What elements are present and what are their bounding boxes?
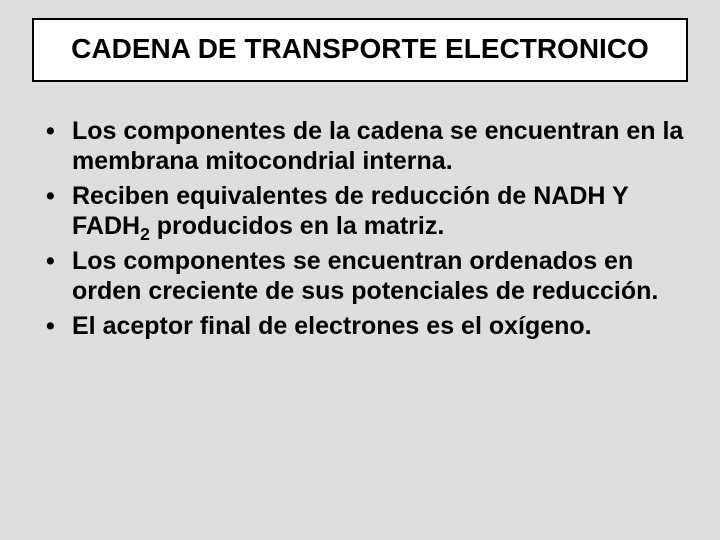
bullet-list: Los componentes de la cadena se encuentr… — [32, 116, 688, 342]
subscript: 2 — [140, 224, 150, 244]
slide: CADENA DE TRANSPORTE ELECTRONICO Los com… — [0, 0, 720, 540]
list-item: Los componentes se encuentran ordenados … — [44, 246, 688, 307]
title-box: CADENA DE TRANSPORTE ELECTRONICO — [32, 18, 688, 82]
bullet-text: Los componentes se encuentran ordenados … — [72, 247, 658, 306]
slide-title: CADENA DE TRANSPORTE ELECTRONICO — [54, 32, 666, 66]
bullet-text: El aceptor final de electrones es el oxí… — [72, 312, 592, 340]
list-item: El aceptor final de electrones es el oxí… — [44, 311, 688, 342]
bullet-text-after: producidos en la matriz. — [150, 212, 445, 240]
list-item: Reciben equivalentes de reducción de NAD… — [44, 181, 688, 242]
bullet-text: Los componentes de la cadena se encuentr… — [72, 117, 683, 176]
list-item: Los componentes de la cadena se encuentr… — [44, 116, 688, 177]
